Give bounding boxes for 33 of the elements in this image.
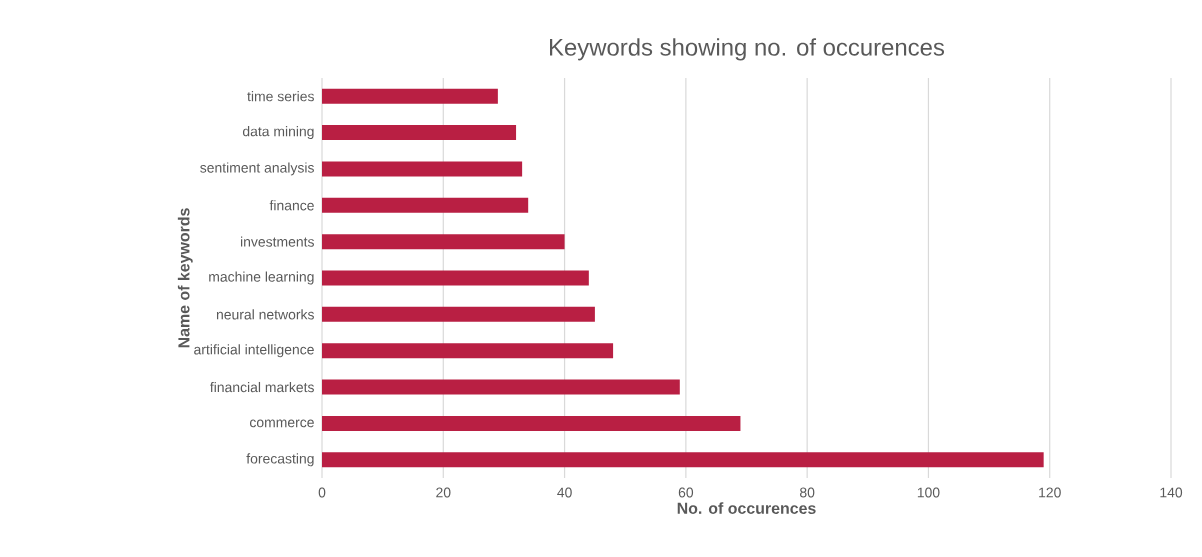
y-tick-label: financial markets [210, 381, 314, 393]
bar [322, 88, 498, 104]
bar [322, 379, 680, 395]
x-tick-label: 20 [436, 487, 451, 498]
bar [322, 306, 595, 322]
y-tick-label: sentiment analysis [200, 162, 314, 176]
x-axis-title: No. of occurences [677, 502, 816, 514]
bar [322, 415, 741, 431]
y-tick-label: forecasting [246, 453, 314, 467]
y-tick-label: commerce [249, 419, 314, 428]
y-axis-title: Name of keywords [177, 208, 193, 348]
x-tick-label: 140 [1160, 487, 1183, 498]
x-tick-label: 120 [1039, 487, 1061, 498]
bar [322, 343, 614, 359]
x-tick-label: 40 [557, 487, 572, 498]
y-tick-label: finance [269, 200, 314, 211]
bar [322, 197, 529, 213]
bar [322, 125, 517, 141]
x-tick-label: 80 [800, 487, 815, 498]
y-tick-label: time series [247, 91, 314, 102]
bar [322, 234, 565, 250]
y-tick-label: neural networks [216, 309, 314, 320]
bar [322, 452, 1044, 468]
x-tick-label: 100 [917, 487, 940, 498]
bar [322, 270, 589, 286]
y-tick-label: data mining [242, 126, 314, 140]
bar [322, 161, 523, 177]
chart-title: Keywords showing no. of occurences [550, 38, 945, 61]
x-tick-label: 60 [678, 487, 694, 498]
y-tick-label: artificial intelligence [194, 344, 314, 358]
x-tick-label: 0 [318, 487, 326, 498]
y-tick-label: machine learning [209, 271, 314, 285]
y-tick-label: investments [241, 236, 314, 247]
